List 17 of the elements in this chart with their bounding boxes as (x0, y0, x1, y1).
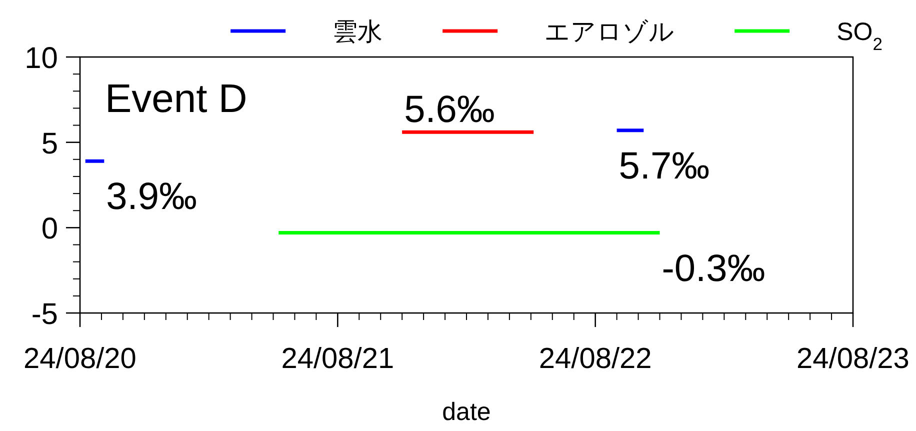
legend-label: SO$_{2}$ (836, 18, 882, 54)
x-tick-label: 24/08/20 (24, 343, 136, 375)
legend-label: 雲水 (332, 18, 383, 46)
annotation: Event D (105, 77, 248, 121)
y-tick-label: 5 (41, 127, 58, 160)
data-label: 5.6‰ (404, 89, 495, 132)
data-label: 5.7‰ (618, 145, 710, 188)
data-label: 3.9‰ (106, 176, 197, 218)
x-tick-label: 24/08/22 (538, 343, 652, 375)
y-tick-label: -5 (31, 298, 58, 331)
x-axis-title: date (442, 398, 491, 426)
x-tick-label: 24/08/23 (796, 343, 910, 375)
legend-label: エアロゾル (544, 18, 675, 46)
y-tick-label: 0 (41, 212, 58, 246)
x-tick-label: 24/08/21 (281, 343, 394, 375)
data-label: -0.3‰ (662, 248, 766, 290)
y-tick-label: 10 (24, 42, 58, 75)
